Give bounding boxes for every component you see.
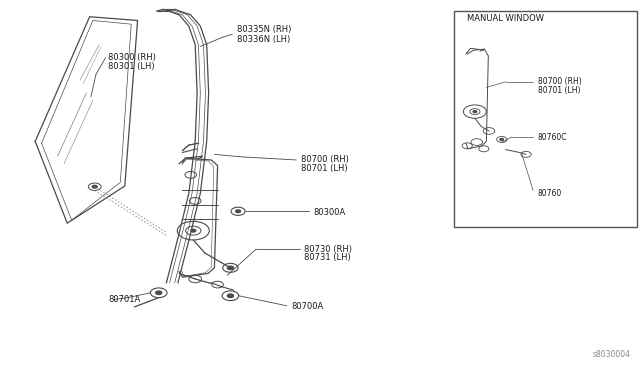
Text: 80701A: 80701A [109, 295, 141, 304]
Text: 80731 (LH): 80731 (LH) [304, 253, 351, 262]
Text: 80336N (LH): 80336N (LH) [237, 35, 290, 44]
Text: 80760: 80760 [538, 189, 562, 198]
Text: s8030004: s8030004 [593, 350, 630, 359]
Circle shape [92, 185, 97, 188]
Text: 80760C: 80760C [538, 133, 567, 142]
Circle shape [473, 110, 477, 113]
Text: 80300A: 80300A [314, 208, 346, 217]
Circle shape [227, 294, 234, 298]
Text: 80701 (LH): 80701 (LH) [301, 164, 348, 173]
Circle shape [236, 210, 241, 213]
Text: 80730 (RH): 80730 (RH) [304, 245, 352, 254]
Circle shape [156, 291, 162, 295]
Text: 80335N (RH): 80335N (RH) [237, 25, 291, 34]
Text: 80700 (RH): 80700 (RH) [538, 77, 581, 86]
Text: 80700 (RH): 80700 (RH) [301, 155, 349, 164]
Text: 80300 (RH): 80300 (RH) [108, 53, 156, 62]
Text: 80301 (LH): 80301 (LH) [108, 62, 154, 71]
Text: 80700A: 80700A [291, 302, 323, 311]
Circle shape [227, 266, 234, 270]
FancyBboxPatch shape [454, 11, 637, 227]
Text: 80701 (LH): 80701 (LH) [538, 86, 580, 94]
Text: MANUAL WINDOW: MANUAL WINDOW [467, 14, 544, 23]
Circle shape [191, 229, 196, 232]
Circle shape [500, 138, 504, 141]
